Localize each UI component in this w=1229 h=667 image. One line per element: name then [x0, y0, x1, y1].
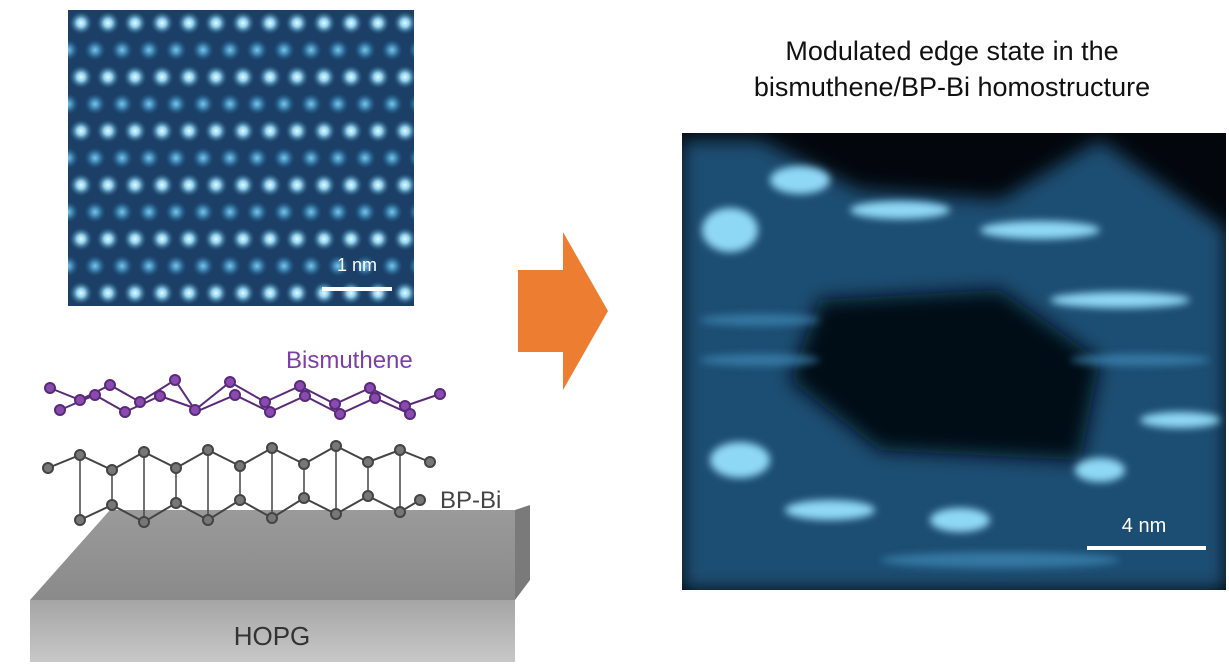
- scale-label: 4 nm: [1122, 515, 1166, 537]
- arrow: [518, 232, 608, 390]
- figure: 1 nm HOPG BP-Bi: [0, 0, 1229, 662]
- title-line: bismuthene/BP-Bi homostructure: [754, 72, 1150, 102]
- bismuthene-layer: [45, 375, 445, 419]
- substrate-label: HOPG: [234, 621, 311, 651]
- title-line: Modulated edge state in the: [785, 36, 1118, 66]
- scale-label: 1 nm: [337, 255, 377, 275]
- top-layer-label: Bismuthene: [286, 347, 413, 374]
- middle-layer-label: BP-Bi: [440, 487, 501, 514]
